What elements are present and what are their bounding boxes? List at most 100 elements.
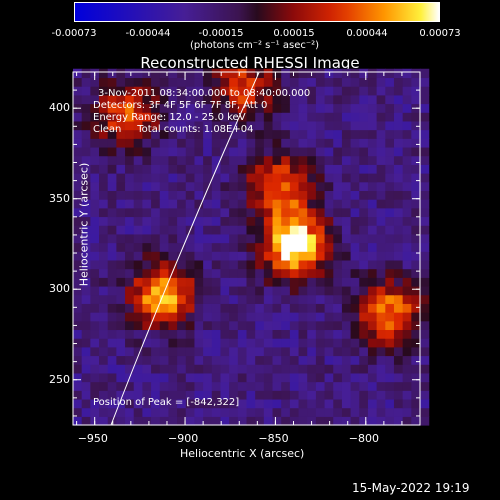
heatmap-cell	[402, 129, 412, 139]
heatmap-cell	[220, 364, 230, 374]
heatmap-cell	[81, 259, 91, 270]
heatmap-cell	[99, 390, 109, 400]
heatmap-cell	[133, 138, 143, 148]
heatmap-cell	[177, 164, 187, 174]
heatmap-cell	[350, 251, 360, 261]
heatmap-cell	[255, 94, 265, 105]
heatmap-cell	[367, 112, 378, 122]
heatmap-cell	[90, 242, 100, 252]
heatmap-cell	[211, 103, 222, 113]
heatmap-cell	[229, 181, 239, 191]
heatmap-cell	[220, 268, 230, 278]
heatmap-cell	[341, 77, 352, 87]
heatmap-cell	[376, 120, 386, 131]
heatmap-cell	[194, 103, 204, 113]
heatmap-cell	[194, 190, 204, 200]
heatmap-cell	[307, 355, 317, 365]
heatmap-cell	[220, 338, 230, 348]
heatmap-cell	[393, 407, 404, 417]
heatmap-cell	[73, 268, 83, 278]
heatmap-cell	[116, 138, 126, 148]
heatmap-cell	[385, 364, 395, 374]
heatmap-cell	[133, 216, 143, 226]
heatmap-cell	[177, 138, 187, 148]
heatmap-cell	[229, 303, 239, 313]
heatmap-cell	[159, 68, 170, 79]
heatmap-cell	[177, 207, 187, 218]
heatmap-cell	[220, 129, 230, 139]
heatmap-cell	[73, 390, 83, 400]
heatmap-cell	[411, 138, 421, 148]
heatmap-cell	[177, 216, 187, 226]
heatmap-cell	[203, 138, 213, 148]
heatmap-cell	[333, 390, 343, 400]
heatmap-cell	[341, 277, 352, 287]
heatmap-cell	[237, 398, 248, 409]
heatmap-cell	[151, 190, 161, 200]
heatmap-cell	[203, 312, 213, 322]
heatmap-cell	[159, 207, 170, 218]
heatmap-cell	[255, 303, 265, 313]
heatmap-cell	[324, 398, 334, 409]
heatmap-cell	[376, 268, 386, 278]
heatmap-cell	[211, 364, 222, 374]
heatmap-cell	[333, 285, 343, 296]
heatmap-cell	[133, 320, 143, 331]
heatmap-cell	[385, 190, 395, 200]
heatmap-cell	[133, 242, 143, 252]
heatmap-cell	[125, 329, 135, 339]
heatmap-cell	[125, 207, 135, 218]
heatmap-cell	[298, 329, 308, 339]
heatmap-cell	[237, 259, 248, 270]
heatmap-cell	[281, 381, 291, 391]
heatmap-cell	[90, 251, 100, 261]
heatmap-cell	[203, 190, 213, 200]
heatmap-cell	[298, 312, 308, 322]
heatmap-cell	[125, 181, 135, 191]
heatmap-cell	[255, 216, 265, 226]
heatmap-cell	[151, 390, 161, 400]
heatmap-cell	[142, 173, 152, 183]
heatmap-cell	[211, 146, 222, 157]
heatmap-cell	[272, 112, 282, 122]
heatmap-cell	[263, 225, 274, 235]
heatmap-cell	[107, 181, 117, 191]
heatmap-cell	[281, 173, 291, 183]
heatmap-cell	[177, 329, 187, 339]
heatmap-cell	[116, 381, 126, 391]
heatmap-cell	[315, 242, 326, 252]
heatmap-cell	[315, 303, 326, 313]
heatmap-cell	[237, 86, 248, 96]
heatmap-cell	[125, 112, 135, 122]
heatmap-cell	[307, 251, 317, 261]
heatmap-cell	[393, 155, 404, 165]
heatmap-cell	[151, 225, 161, 235]
heatmap-cell	[341, 181, 352, 191]
heatmap-cell	[298, 242, 308, 252]
heatmap-cell	[246, 129, 256, 139]
heatmap-cell	[411, 190, 421, 200]
heatmap-cell	[168, 416, 178, 426]
heatmap-cell	[81, 346, 91, 357]
heatmap-cell	[211, 277, 222, 287]
heatmap-cell	[211, 86, 222, 96]
heatmap-cell	[281, 268, 291, 278]
heatmap-cell	[246, 303, 256, 313]
heatmap-cell	[255, 320, 265, 331]
heatmap-cell	[402, 173, 412, 183]
heatmap-cell	[359, 355, 369, 365]
heatmap-cell	[107, 94, 117, 105]
heatmap-cell	[73, 225, 83, 235]
heatmap-cell	[194, 233, 204, 244]
heatmap-cell	[203, 164, 213, 174]
heatmap-cell	[420, 329, 430, 339]
heatmap-cell	[246, 390, 256, 400]
heatmap-cell	[307, 329, 317, 339]
heatmap-cell	[133, 181, 143, 191]
heatmap-cell	[272, 207, 282, 218]
heatmap-cell	[168, 146, 178, 157]
heatmap-cell	[385, 138, 395, 148]
heatmap-cell	[90, 303, 100, 313]
heatmap-cell	[385, 225, 395, 235]
heatmap-cell	[263, 199, 274, 209]
